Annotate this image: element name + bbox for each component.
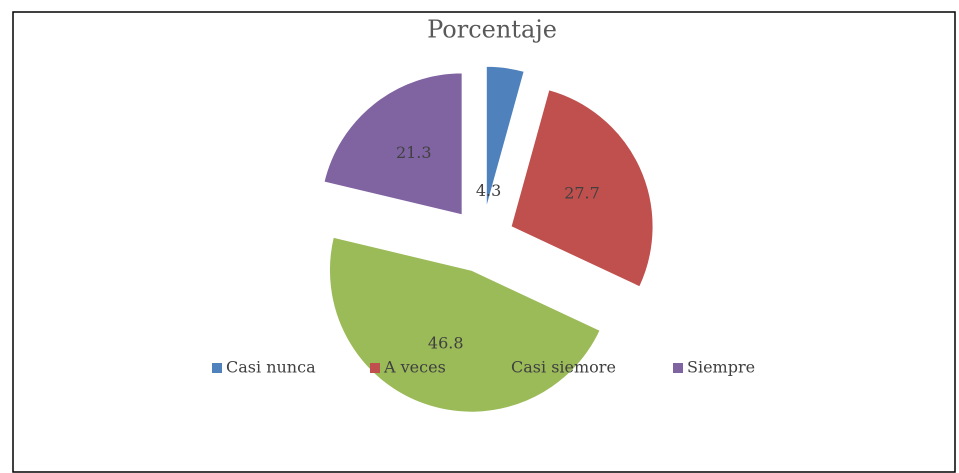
- chart-title: Porcentaje: [427, 16, 557, 44]
- legend-marker: [370, 363, 380, 373]
- legend-label: Casi nunca: [226, 358, 316, 377]
- legend-marker: [212, 363, 222, 373]
- legend-label: A veces: [383, 358, 446, 377]
- pie-slice: [510, 89, 654, 288]
- pie-slice: [323, 72, 463, 216]
- legend-label: Siempre: [687, 358, 755, 377]
- legend-marker: [673, 363, 683, 373]
- data-label: 46.8: [428, 333, 464, 352]
- legend-marker: [497, 363, 507, 373]
- pie-slice: [329, 236, 601, 413]
- data-label: 4.3: [476, 181, 501, 200]
- legend-label: Casi siemore: [511, 358, 616, 377]
- data-label: 27.7: [564, 183, 600, 202]
- pie-slice: [485, 65, 525, 209]
- data-label: 21.3: [396, 143, 432, 162]
